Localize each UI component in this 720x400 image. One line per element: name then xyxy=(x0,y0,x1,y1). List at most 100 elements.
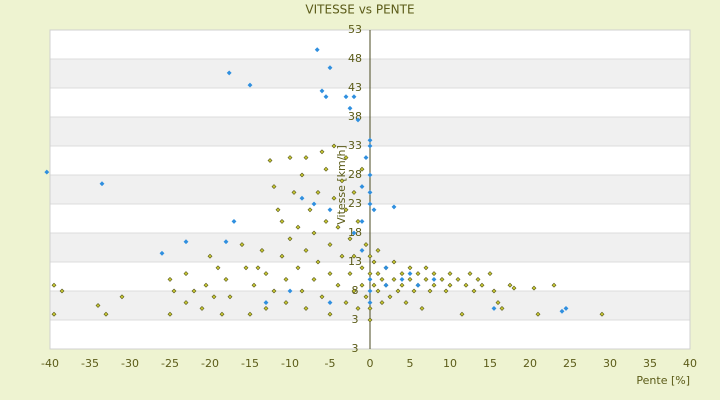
point xyxy=(247,82,253,88)
point xyxy=(255,265,261,271)
x-axis-title: Pente [%] xyxy=(636,374,690,387)
point xyxy=(355,117,361,123)
y-tick-label: 23 xyxy=(348,197,362,210)
point xyxy=(323,94,329,100)
point xyxy=(363,294,369,300)
point xyxy=(287,155,293,161)
point xyxy=(491,305,497,311)
point xyxy=(247,311,253,317)
point xyxy=(351,230,357,236)
point xyxy=(455,276,461,282)
y-tick-label: 38 xyxy=(348,110,362,123)
point xyxy=(363,155,369,161)
point xyxy=(259,247,265,253)
point xyxy=(359,166,365,172)
y-axis-title: Vitesse [km/h] xyxy=(335,145,348,225)
point xyxy=(371,282,377,288)
point xyxy=(487,271,493,277)
x-tick-label: -35 xyxy=(81,357,99,370)
point xyxy=(263,305,269,311)
point xyxy=(287,236,293,242)
point xyxy=(367,201,373,207)
point xyxy=(351,189,357,195)
point xyxy=(299,172,305,178)
point xyxy=(355,305,361,311)
point xyxy=(243,265,249,271)
point xyxy=(59,288,65,294)
point xyxy=(447,282,453,288)
point xyxy=(295,265,301,271)
point xyxy=(339,253,345,259)
point xyxy=(415,282,421,288)
x-tick-label: 5 xyxy=(407,357,414,370)
point xyxy=(167,311,173,317)
point xyxy=(431,276,437,282)
point xyxy=(103,311,109,317)
point xyxy=(207,253,213,259)
point xyxy=(475,276,481,282)
point xyxy=(367,288,373,294)
point xyxy=(279,253,285,259)
point xyxy=(251,282,257,288)
point xyxy=(343,155,349,161)
point xyxy=(447,271,453,277)
point xyxy=(375,288,381,294)
y-tick-label: 43 xyxy=(348,81,362,94)
x-tick-label: 20 xyxy=(523,357,537,370)
point xyxy=(279,218,285,224)
point xyxy=(283,300,289,306)
point xyxy=(227,294,233,300)
point xyxy=(599,311,605,317)
chart-title: VITESSE vs PENTE xyxy=(305,3,414,17)
point xyxy=(495,300,501,306)
point xyxy=(359,247,365,253)
point xyxy=(295,224,301,230)
point xyxy=(407,271,413,277)
point xyxy=(95,303,101,308)
point xyxy=(191,288,197,294)
point xyxy=(563,305,569,311)
point xyxy=(319,149,325,155)
point xyxy=(315,259,321,265)
point xyxy=(383,265,389,271)
point xyxy=(311,201,317,207)
point xyxy=(283,276,289,282)
point xyxy=(399,282,405,288)
point xyxy=(239,242,245,248)
point xyxy=(339,178,345,184)
point xyxy=(419,305,425,311)
point xyxy=(375,247,381,253)
point xyxy=(399,271,405,277)
point xyxy=(331,143,337,149)
point xyxy=(439,276,445,282)
point xyxy=(275,207,281,213)
point xyxy=(327,271,333,277)
x-tick-label: -10 xyxy=(281,357,299,370)
point xyxy=(423,276,429,282)
point xyxy=(303,155,309,161)
y-tick-label: 28 xyxy=(348,168,362,181)
point xyxy=(431,271,437,277)
point xyxy=(367,305,373,311)
point xyxy=(327,300,333,306)
point xyxy=(395,288,401,294)
point xyxy=(223,276,229,282)
point xyxy=(559,308,565,314)
point xyxy=(323,218,329,224)
y-tick-label: 3 xyxy=(352,342,359,355)
x-tick-label: 10 xyxy=(443,357,457,370)
point xyxy=(467,271,473,277)
point xyxy=(367,172,373,178)
point xyxy=(391,204,397,210)
point xyxy=(431,282,437,288)
point xyxy=(367,276,373,282)
y-tick-label: 48 xyxy=(348,52,362,65)
point xyxy=(367,143,373,149)
x-tick-label: -25 xyxy=(161,357,179,370)
point xyxy=(287,288,293,294)
point xyxy=(379,300,385,306)
point xyxy=(427,288,433,294)
point xyxy=(531,285,537,291)
point xyxy=(291,189,297,195)
